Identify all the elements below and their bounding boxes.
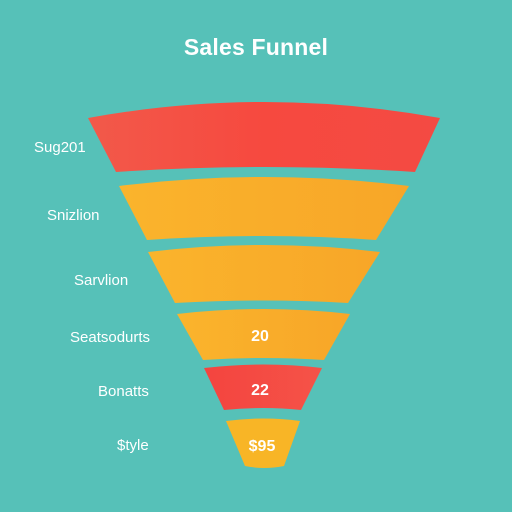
stage-label-4: Seatsodurts (70, 329, 151, 346)
chart-title: Sales Funnel (183, 34, 329, 60)
stage-value-5: 22 (251, 382, 269, 399)
stage-value-6: $95 (248, 438, 276, 455)
funnel-stage-3 (148, 245, 380, 303)
stage-label-3: Sarvlion (74, 272, 129, 289)
funnel-stage-5 (204, 364, 322, 410)
funnel-stage-2 (119, 177, 409, 240)
stage-label-1: Sug201 (34, 139, 86, 156)
funnel-stage-6 (226, 418, 300, 468)
funnel-stage-4 (177, 309, 350, 360)
stage-label-2: Snizlion (47, 207, 100, 224)
stage-label-5: Bonatts (98, 383, 149, 400)
funnel-stage-1 (88, 102, 440, 172)
stage-value-4: 20 (251, 328, 269, 345)
stage-label-6: $tyle (117, 437, 149, 454)
